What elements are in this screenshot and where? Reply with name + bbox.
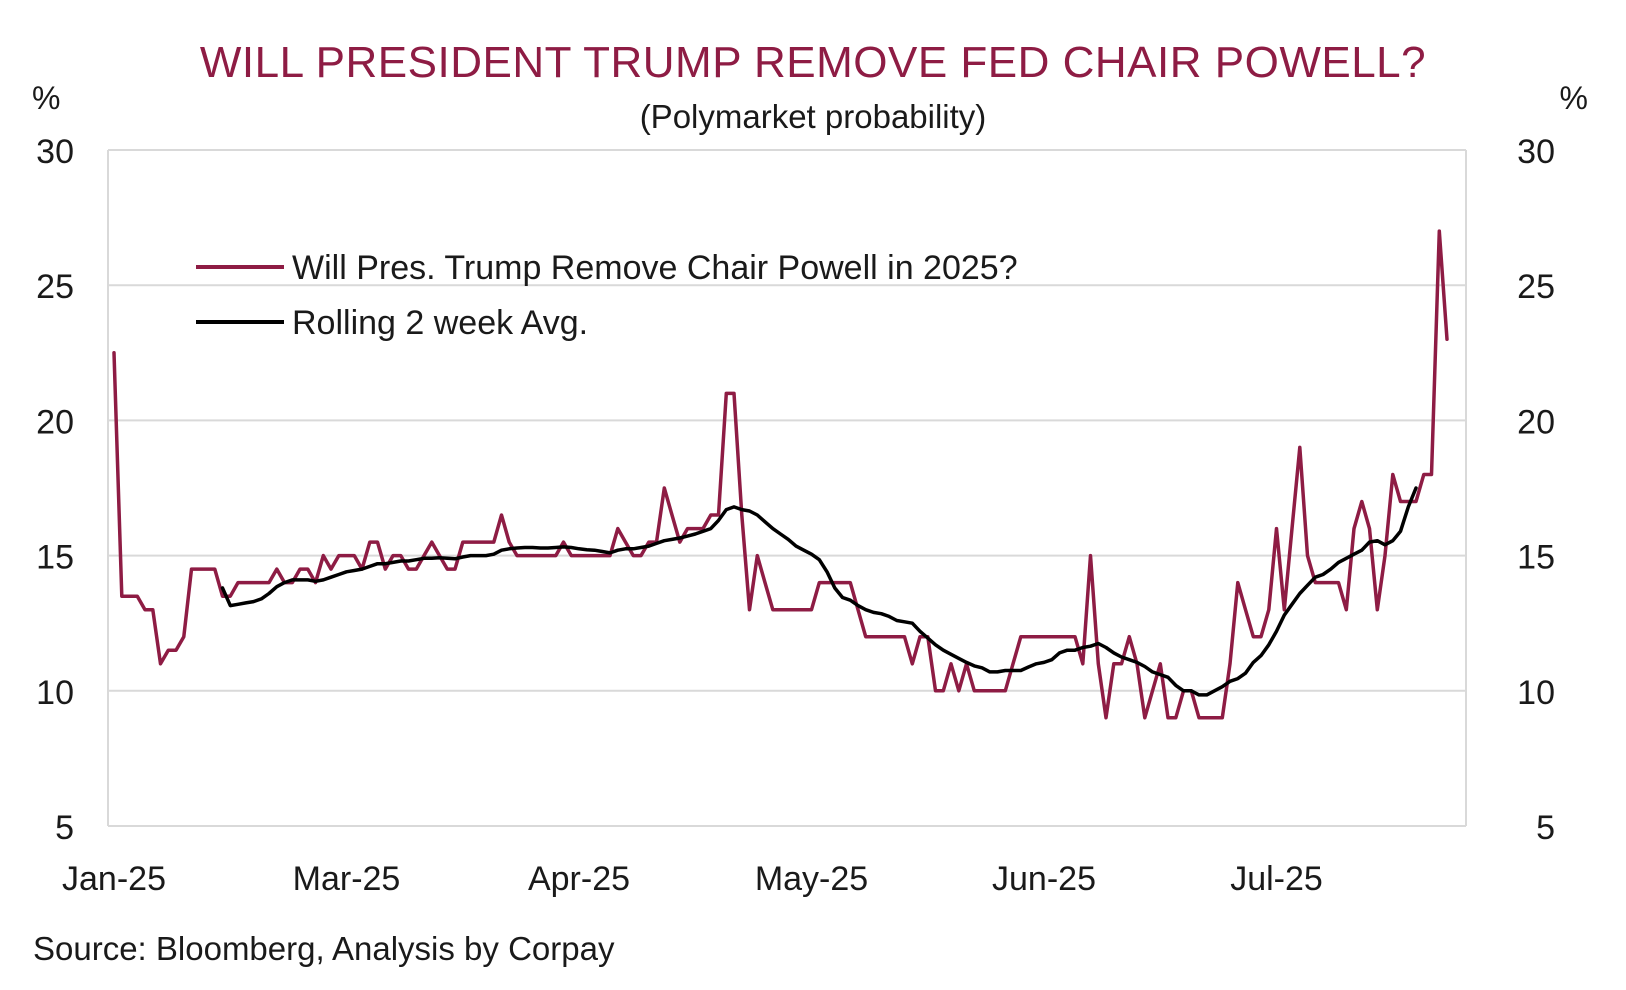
y-tick-label-left: 10 xyxy=(36,674,74,712)
source-note: Source: Bloomberg, Analysis by Corpay xyxy=(33,930,615,967)
y-tick-label-left: 15 xyxy=(36,539,74,577)
x-tick-label: Jul-25 xyxy=(1230,860,1323,898)
chart-title: WILL PRESIDENT TRUMP REMOVE FED CHAIR PO… xyxy=(199,38,1427,87)
x-tick-label: Jun-25 xyxy=(992,860,1096,898)
y-tick-label-left: 20 xyxy=(36,403,74,441)
series-lines xyxy=(112,229,1449,720)
series-line-rolling-avg xyxy=(220,486,1418,697)
legend-label-probability: Will Pres. Trump Remove Chair Powell in … xyxy=(292,249,1018,287)
legend: Will Pres. Trump Remove Chair Powell in … xyxy=(196,249,1018,342)
y-tick-label-right: 10 xyxy=(1517,674,1555,712)
y-tick-label-left: 5 xyxy=(55,809,74,847)
y-tick-label-left: 25 xyxy=(36,268,74,306)
axes: 5 5 10 10 15 15 20 20 25 25 30 30 Jan-25 Mar-25 Apr-25… xyxy=(36,133,1555,898)
left-axis-unit: % xyxy=(32,80,61,116)
y-tick-label-right: 20 xyxy=(1517,403,1555,441)
x-tick-label: Apr-25 xyxy=(528,860,630,898)
y-tick-label-right: 15 xyxy=(1517,539,1555,577)
series-line-probability xyxy=(112,229,1449,720)
y-tick-label-right: 30 xyxy=(1517,133,1555,171)
x-tick-label: May-25 xyxy=(755,860,868,898)
y-tick-label-right: 5 xyxy=(1536,809,1555,847)
y-tick-label-left: 30 xyxy=(36,133,74,171)
right-axis-unit: % xyxy=(1559,80,1588,116)
x-tick-label: Jan-25 xyxy=(62,860,166,898)
x-tick-label: Mar-25 xyxy=(293,860,401,898)
legend-label-rolling-avg: Rolling 2 week Avg. xyxy=(292,304,588,342)
chart-subtitle: (Polymarket probability) xyxy=(639,98,987,135)
y-tick-label-right: 25 xyxy=(1517,268,1555,306)
gridlines xyxy=(108,149,1466,827)
